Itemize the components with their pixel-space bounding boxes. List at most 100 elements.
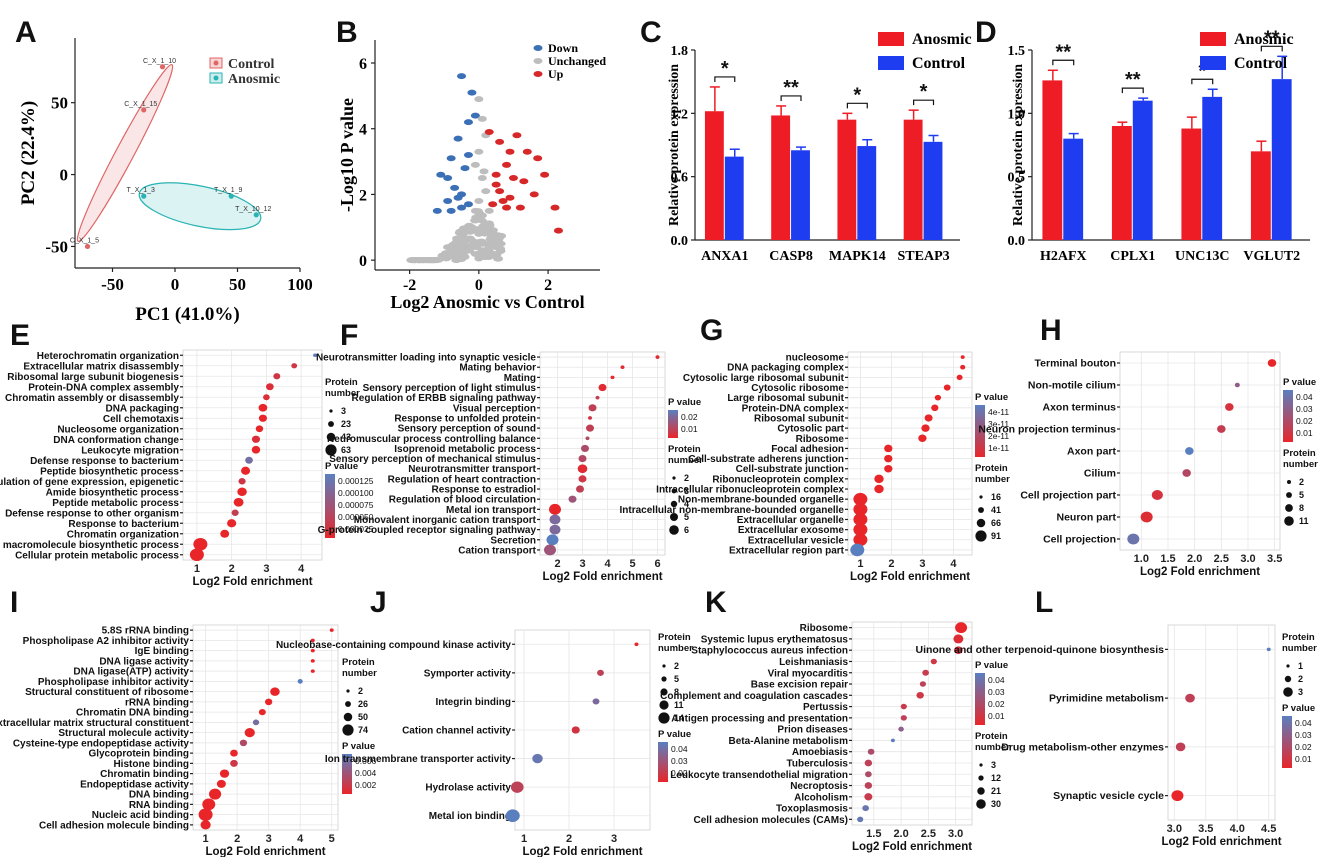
- legend-size-label: 3: [1298, 687, 1303, 697]
- legend-size-dot: [346, 689, 350, 693]
- control-point: [159, 64, 166, 70]
- category-label: MAPK14: [829, 249, 886, 264]
- category-label: UNC13C: [1175, 249, 1229, 264]
- enrichment-dot: [233, 497, 244, 507]
- enrichment-dot: [898, 726, 904, 732]
- x-axis-label: Log2 Anosmic vs Control: [390, 292, 584, 312]
- panel-label-g: G: [700, 314, 723, 347]
- term-label: Extracellular region part: [729, 545, 845, 556]
- enrichment-dot: [230, 759, 238, 767]
- term-label: Base excision repair: [751, 680, 848, 691]
- x-tick-label: 4: [298, 563, 305, 575]
- legend-title: Protein: [668, 444, 701, 455]
- significance-marker: **: [1125, 69, 1141, 91]
- legend-color-label: 0.02: [681, 412, 698, 422]
- enrichment-dot: [571, 726, 580, 734]
- legend-size-dot: [1286, 492, 1292, 498]
- down-point: [463, 201, 473, 208]
- x-tick-label: 2: [888, 558, 894, 570]
- term-label: Regulation of blood circulation: [389, 495, 536, 506]
- enrichment-dot: [934, 394, 942, 401]
- enrichment-dot: [291, 363, 298, 369]
- legend-colorbar: [975, 673, 985, 725]
- enrichment-dot: [532, 753, 543, 764]
- down-point: [463, 119, 473, 126]
- down-point: [460, 165, 470, 172]
- y-tick-label: 0: [60, 166, 69, 185]
- significance-bracket: [846, 102, 868, 109]
- enrichment-dot: [220, 529, 230, 538]
- unchanged-point: [465, 228, 476, 235]
- enrichment-dot: [264, 698, 273, 706]
- legend-title: P value: [1283, 377, 1316, 388]
- plot-frame: [539, 351, 666, 556]
- term-label: Protein-DNA complex assembly: [28, 382, 179, 393]
- x-tick-label: 3.0: [948, 828, 963, 840]
- legend-size-dot: [329, 409, 333, 413]
- enrichment-dot: [198, 808, 213, 821]
- control-point: [84, 243, 91, 250]
- enrichment-dot: [1185, 447, 1194, 455]
- x-axis-label: Log2 Fold enrichment: [205, 846, 325, 857]
- enrichment-dot: [588, 416, 592, 420]
- unchanged-point: [477, 217, 487, 224]
- enrichment-dot: [585, 436, 590, 441]
- up-point: [495, 188, 505, 195]
- legend-title: number: [342, 668, 377, 679]
- term-label: Cell-substrate junction: [736, 464, 844, 475]
- term-label: Terminal bouton: [1035, 358, 1116, 370]
- legend-size-dot: [978, 775, 984, 781]
- enrichment-dot: [655, 355, 660, 359]
- x-tick-label: 1: [194, 563, 200, 575]
- significance-marker: *: [1198, 60, 1206, 82]
- x-axis-label: Log2 Fold enrichment: [850, 571, 970, 583]
- panel-label-f: F: [340, 319, 358, 352]
- legend-dot: [213, 60, 219, 66]
- term-label: Non-motile cilium: [1028, 380, 1116, 392]
- significance-marker: **: [1264, 27, 1280, 49]
- x-tick-label: 0: [475, 277, 483, 294]
- unchanged-point: [421, 257, 432, 264]
- point-label: C_X_1_15: [124, 101, 157, 108]
- category-label: VGLUT2: [1243, 249, 1300, 264]
- enrichment-dot: [864, 782, 873, 789]
- legend-title: P value: [658, 729, 691, 740]
- enrichment-dot: [853, 513, 868, 526]
- up-point: [498, 198, 508, 204]
- legend-size-label: 3: [991, 760, 996, 770]
- enrichment-dot: [1151, 490, 1163, 500]
- enrichment-dot: [1266, 647, 1271, 652]
- plot-frame: [1167, 624, 1276, 821]
- term-label: Sensory perception of mechanical stimulu…: [329, 454, 536, 465]
- dot-panel-h: 1.0 1.5 2.0 2.5 3.0 3.5 Log2 Fold enrichment Te…: [978, 351, 1318, 578]
- legend-title: Protein: [975, 731, 1008, 742]
- bar-panel-d: 0.0 0.5 1.0 1.5 Relative protein expression H…: [1008, 27, 1310, 264]
- dot-panel-i: 1 2 3 4 5 Log2 Fold enrichment 5.8S rRNA bindi…: [0, 624, 377, 857]
- up-point: [488, 201, 498, 208]
- x-axis-label: Log2 Fold enrichment: [192, 576, 312, 588]
- term-label: Chromatin organization: [67, 529, 179, 540]
- enrichment-dot: [922, 669, 929, 676]
- y-tick-label: 0.5: [1008, 171, 1026, 186]
- enrichment-dot: [874, 474, 884, 484]
- point-label: C_X_1_5: [70, 237, 99, 244]
- enrichment-dot: [202, 798, 216, 811]
- x-tick-label: 2: [234, 833, 240, 845]
- term-label: Histone binding: [113, 759, 189, 770]
- term-label: Cytosolic part: [777, 424, 844, 435]
- legend-dot: [533, 45, 543, 51]
- legend-dot: [533, 58, 543, 64]
- legend-size-dot: [1287, 480, 1291, 484]
- unchanged-point: [484, 207, 494, 214]
- term-label: Drug metabolism-other enzymes: [1001, 741, 1164, 753]
- significance-marker: *: [853, 84, 861, 106]
- term-label: rRNA binding: [125, 697, 189, 708]
- x-tick-label: 4: [950, 558, 957, 570]
- unchanged-point: [491, 244, 501, 250]
- legend-title: number: [325, 388, 360, 399]
- legend-label: Control: [912, 55, 966, 72]
- y-axis-label: Relative protein expression: [667, 64, 682, 226]
- legend-color-label: 1e-11: [988, 443, 1009, 453]
- legend-size-dot: [1285, 504, 1293, 512]
